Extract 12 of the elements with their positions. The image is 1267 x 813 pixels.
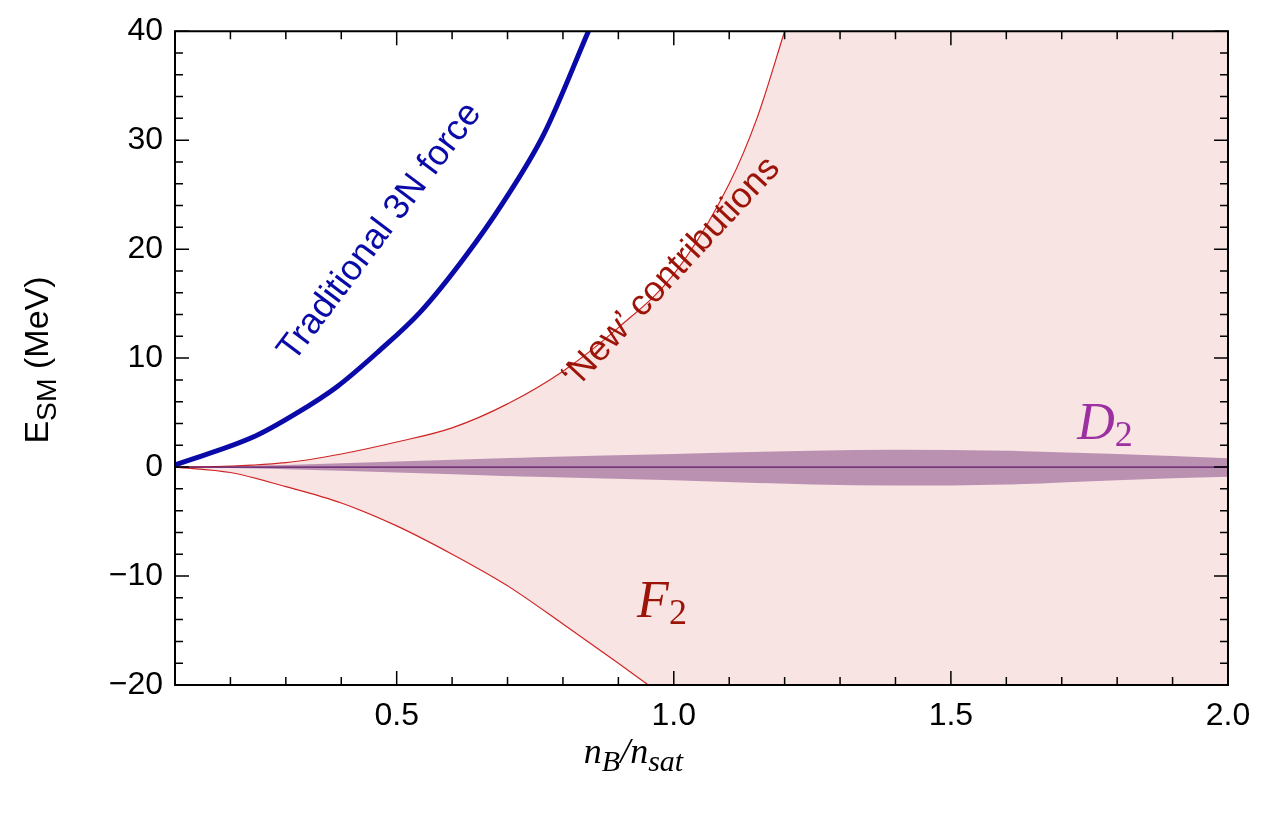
y-tick-label: 0 [145,446,163,483]
x-axis-title: n$_{B}$/n$_{sat}$ [583,731,684,778]
y-tick-label: 30 [127,119,163,156]
x-tick-label: 1.5 [928,696,974,733]
x-tick-label: 1.0 [651,696,697,733]
x-tick-label: 0.5 [374,696,419,733]
y-tick-label: −10 [108,555,163,592]
y-tick-label: 10 [127,337,163,374]
y-tick-label: −20 [108,664,163,701]
x-tick-label: 2.0 [1205,696,1251,733]
y-tick-label: 20 [127,228,163,265]
y-tick-label: 40 [127,11,163,48]
